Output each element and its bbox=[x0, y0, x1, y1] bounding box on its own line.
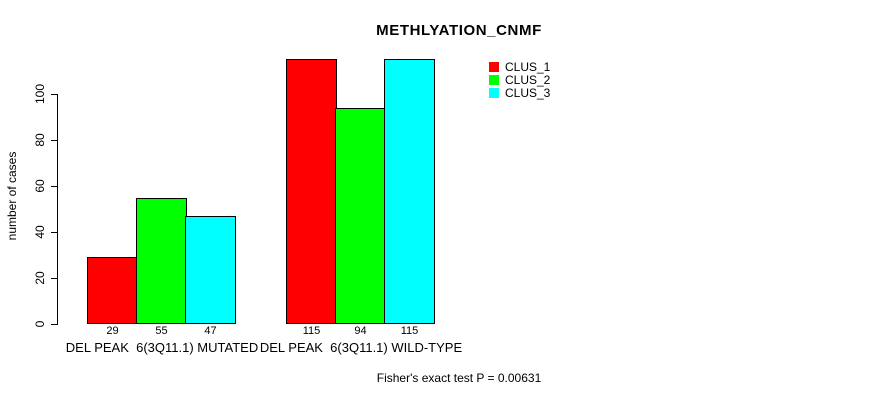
bar-value-label: 29 bbox=[106, 325, 119, 337]
group-label: DEL PEAK 6(3Q11.1) MUTATED bbox=[65, 340, 259, 355]
legend-entry-clus_3: CLUS_3 bbox=[489, 86, 551, 100]
y-tick-label: 80 bbox=[33, 133, 47, 147]
legend-label: CLUS_1 bbox=[505, 60, 551, 74]
y-tick-label: 0 bbox=[33, 320, 47, 328]
chart-title: METHLYATION_CNMF bbox=[376, 22, 542, 39]
y-tick-mark bbox=[51, 323, 58, 325]
legend-swatch-icon bbox=[489, 88, 499, 98]
y-axis-title: number of cases bbox=[5, 151, 19, 241]
legend-entry-clus_1: CLUS_1 bbox=[489, 60, 551, 74]
y-tick-label: 100 bbox=[33, 83, 47, 105]
y-tick-label: 20 bbox=[33, 271, 47, 285]
y-tick-label: 40 bbox=[33, 225, 47, 239]
y-tick-mark bbox=[51, 277, 58, 279]
bar-clus_1-group1 bbox=[87, 257, 138, 324]
y-tick-mark bbox=[51, 93, 58, 95]
legend-entry-clus_2: CLUS_2 bbox=[489, 73, 551, 87]
y-tick-mark bbox=[51, 185, 58, 187]
bar-value-label: 94 bbox=[354, 325, 367, 337]
legend-swatch-icon bbox=[489, 75, 499, 85]
bar-value-label: 115 bbox=[302, 325, 321, 337]
y-tick-label: 60 bbox=[33, 179, 47, 193]
bar-clus_1-group2 bbox=[286, 59, 337, 324]
bar-value-label: 47 bbox=[204, 325, 217, 337]
bar-clus_2-group1 bbox=[136, 198, 187, 324]
y-tick-mark bbox=[51, 231, 58, 233]
legend-label: CLUS_2 bbox=[505, 73, 551, 87]
y-tick-mark bbox=[51, 139, 58, 141]
bar-value-label: 115 bbox=[400, 325, 419, 337]
bar-value-label: 55 bbox=[155, 325, 168, 337]
group-label: DEL PEAK 6(3Q11.1) WILD-TYPE bbox=[259, 340, 463, 355]
bar-clus_3-group1 bbox=[185, 216, 236, 324]
legend-swatch-icon bbox=[489, 62, 499, 72]
legend-label: CLUS_3 bbox=[505, 86, 551, 100]
y-axis-line bbox=[57, 94, 58, 325]
bar-clus_2-group2 bbox=[335, 108, 386, 324]
fisher-test-annotation: Fisher's exact test P = 0.00631 bbox=[376, 371, 542, 385]
legend: CLUS_1 CLUS_2 CLUS_3 bbox=[489, 60, 551, 100]
bar-clus_3-group2 bbox=[384, 59, 435, 324]
